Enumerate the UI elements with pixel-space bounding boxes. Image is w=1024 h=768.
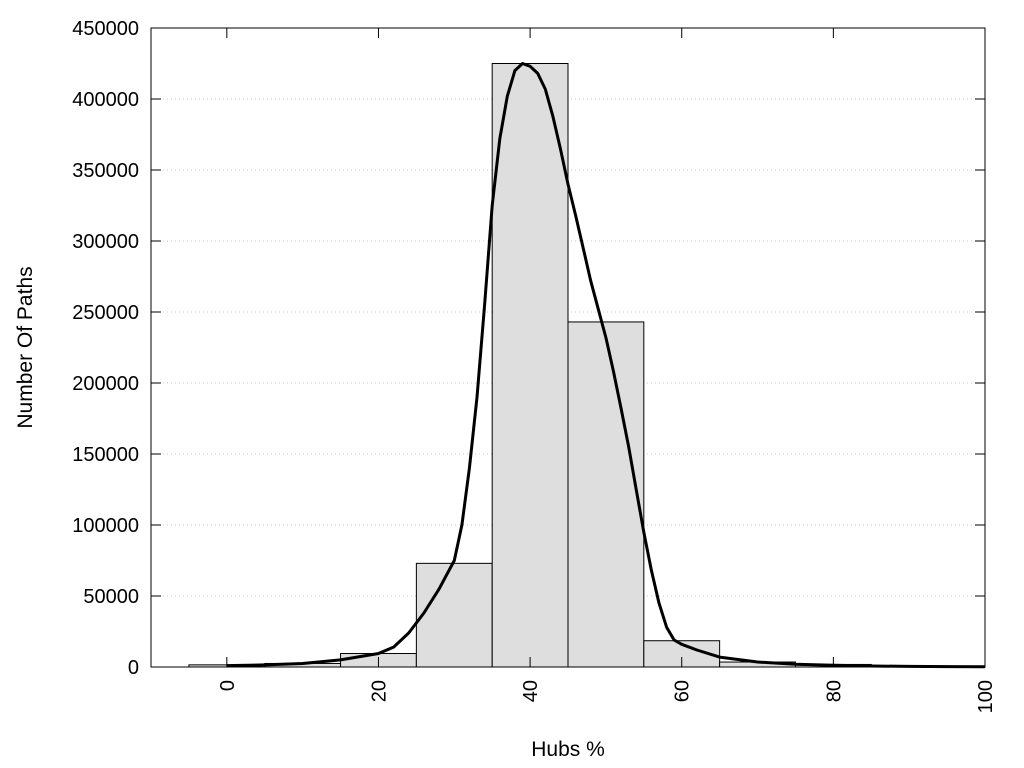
histogram-bar-4 [491, 63, 569, 668]
y-axis-ticks: 0 50000 100000 150000 200000 250000 300000 3500… [72, 18, 985, 679]
plot-frame [150, 27, 986, 668]
y-tick-label-0: 0 [128, 657, 139, 679]
y-tick-label-9: 450000 [72, 18, 139, 40]
x-tick-label-3: 60 [672, 680, 694, 702]
x-tick-label-1: 20 [368, 680, 390, 702]
x-axis-title: Hubs % [531, 738, 605, 761]
density-curve-layer [226, 62, 986, 669]
histogram-bar-3 [415, 562, 493, 668]
y-tick-label-7: 350000 [72, 160, 139, 182]
y-tick-label-2: 100000 [72, 515, 139, 537]
y-tick-label-3: 150000 [72, 444, 139, 466]
y-tick-label-5: 250000 [72, 302, 139, 324]
histogram-bar-5 [567, 321, 645, 668]
y-tick-label-8: 400000 [72, 89, 139, 111]
x-tick-label-2: 40 [520, 680, 542, 702]
density-curve [226, 62, 986, 669]
y-tick-label-4: 200000 [72, 373, 139, 395]
y-axis-title: Number Of Paths [14, 266, 37, 428]
x-tick-label-0: 0 [217, 680, 239, 691]
x-tick-label-4: 80 [823, 680, 845, 702]
y-tick-label-6: 300000 [72, 231, 139, 253]
x-tick-label-5: 100 [975, 680, 997, 713]
x-axis-ticks: 0 20 40 60 80 100 [217, 28, 997, 713]
histogram-bars [188, 63, 986, 668]
y-tick-label-1: 50000 [83, 586, 139, 608]
